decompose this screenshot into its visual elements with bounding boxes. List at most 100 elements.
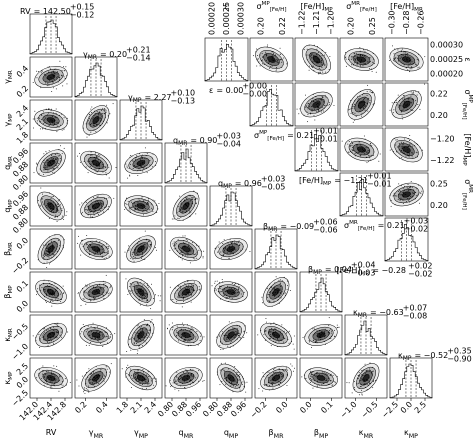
sample-point: [86, 209, 88, 211]
sample-point: [259, 65, 261, 67]
main-text: ε: [224, 2, 228, 11]
label: σMR[Fe/H]: [462, 179, 474, 210]
label: γMR: [3, 70, 14, 84]
sample-point: [180, 202, 182, 204]
sample-point: [50, 210, 52, 212]
sample-point: [181, 259, 183, 261]
y-tick-label: 1.8: [15, 130, 30, 145]
sample-point: [150, 283, 152, 285]
sample-point: [55, 298, 57, 300]
sample-point: [185, 238, 187, 240]
sample-point: [388, 60, 390, 62]
sample-point: [54, 153, 56, 155]
sample-point: [95, 123, 97, 125]
sample-point: [234, 366, 236, 368]
sample-point: [54, 291, 56, 293]
sample-point: [89, 245, 91, 247]
sample-point: [91, 106, 93, 108]
sample-point: [188, 243, 190, 245]
sample-point: [402, 118, 404, 120]
sample-point: [261, 296, 263, 298]
sample-point: [358, 394, 360, 396]
sub-text: MP: [8, 371, 14, 380]
sample-point: [39, 284, 41, 286]
sample-point: [139, 238, 141, 240]
contour: [47, 159, 55, 167]
main-text: [Fe/H]: [464, 133, 473, 157]
sample-point: [102, 345, 104, 347]
sample-point: [129, 174, 131, 176]
sample-point: [61, 210, 63, 212]
sample-point: [141, 155, 143, 157]
sub-text: MP: [409, 433, 418, 440]
sample-point: [88, 161, 90, 163]
sample-point: [409, 135, 411, 137]
sample-point: [178, 205, 180, 207]
sample-point: [240, 249, 242, 251]
sub-text: [Fe/H]: [270, 7, 287, 13]
sample-point: [51, 73, 53, 75]
label: qMP = 0.96: [218, 179, 262, 191]
main-text: [Fe/H]: [300, 2, 324, 11]
sample-point: [47, 200, 49, 202]
y-tick-label: 0.2: [15, 84, 30, 99]
sample-point: [46, 205, 48, 207]
sample-point: [99, 254, 101, 256]
sample-point: [179, 209, 181, 211]
sample-point: [202, 380, 204, 382]
sample-point: [41, 128, 43, 130]
sample-point: [91, 242, 93, 244]
sample-point: [46, 85, 48, 87]
sample-point: [87, 121, 89, 123]
sample-point: [90, 216, 92, 218]
sample-point: [127, 364, 129, 366]
sample-point: [80, 254, 82, 256]
sample-point: [130, 154, 132, 156]
y-tick-label: 2.1: [15, 117, 30, 132]
sample-point: [128, 167, 130, 169]
sub-text: [Fe/H]: [358, 226, 375, 232]
y-tick-label: 0.22: [430, 89, 448, 98]
x-tick-label: 0.96: [229, 400, 248, 419]
lower-error: −0.01: [367, 180, 392, 189]
sample-point: [33, 172, 35, 174]
sample-point: [223, 253, 225, 255]
sub-text: MP: [8, 285, 14, 294]
sample-point: [90, 131, 92, 133]
sample-point: [42, 203, 44, 205]
sample-point: [88, 209, 90, 211]
sample-point: [48, 124, 50, 126]
sample-point: [45, 250, 47, 252]
sample-point: [336, 324, 338, 326]
sub-text: MR: [8, 70, 14, 79]
label: qMR: [3, 156, 14, 170]
label: RV: [46, 428, 57, 437]
sample-point: [89, 246, 91, 248]
sample-point: [37, 200, 39, 202]
sample-point: [195, 253, 197, 255]
sample-point: [292, 370, 294, 372]
sample-point: [130, 257, 132, 259]
sample-point: [130, 349, 132, 351]
sample-point: [53, 78, 55, 80]
sample-point: [140, 257, 142, 259]
sample-point: [136, 251, 138, 253]
y-tick-label: 0.1: [15, 279, 30, 294]
sample-point: [46, 247, 48, 249]
sample-point: [103, 197, 105, 199]
panel: [29, 142, 73, 184]
sample-point: [134, 209, 136, 211]
sample-point: [181, 248, 183, 250]
sample-point: [189, 195, 191, 197]
sample-point: [372, 387, 374, 389]
sample-point: [203, 250, 205, 252]
sample-point: [219, 384, 221, 386]
x-tick-label: −1.21: [312, 10, 321, 35]
sample-point: [43, 173, 45, 175]
panel: [74, 185, 118, 227]
sample-point: [47, 82, 49, 84]
sample-point: [138, 253, 140, 255]
sample-point: [66, 211, 68, 213]
sample-point: [155, 204, 157, 206]
